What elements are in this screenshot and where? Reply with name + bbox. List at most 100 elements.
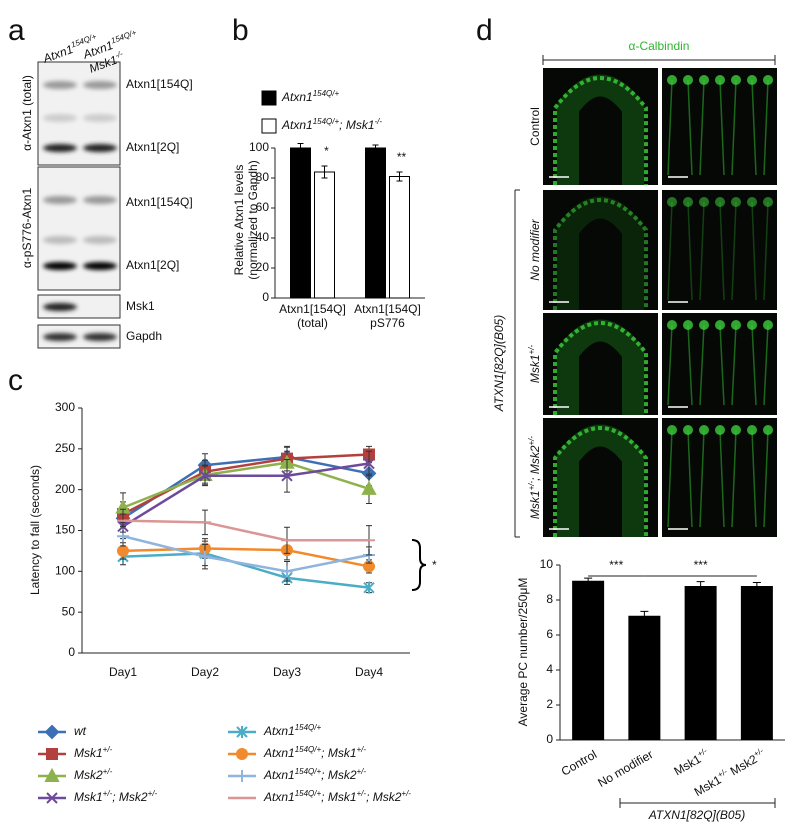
legend-marker	[44, 724, 60, 740]
dendrite	[731, 324, 737, 406]
y-axis-label: Average PC number/250μM	[516, 578, 530, 727]
purkinje-cell	[715, 320, 725, 330]
x-tick-label-part: +/-	[716, 766, 729, 779]
legend-label-part: Atxn1	[263, 746, 295, 760]
micrograph	[662, 190, 777, 310]
legend-label-part: +/-	[357, 745, 367, 754]
purkinje-cell	[699, 197, 709, 207]
y-tick-label: 40	[256, 230, 270, 244]
legend-label-part: Atxn1	[263, 724, 295, 738]
dendrite	[667, 201, 673, 301]
legend-label-part: ; Msk2	[112, 790, 148, 804]
dendrite	[667, 429, 673, 528]
dendrite	[763, 324, 769, 406]
purkinje-cell	[763, 197, 773, 207]
x-tick-label: Msk1+/-	[671, 746, 712, 779]
legend-label: Msk2+/-	[74, 767, 113, 783]
dendrite	[763, 79, 769, 176]
legend-label-part: +/-	[103, 745, 113, 754]
dendrite	[751, 79, 757, 176]
purkinje-cell	[683, 75, 693, 85]
folium	[557, 424, 644, 537]
x-tick-label: Atxn1[154Q]	[354, 302, 421, 316]
legend-label-part: +/-	[357, 789, 367, 798]
y-tick-label: 4	[546, 662, 553, 676]
legend-label-part: ; Msk1	[321, 746, 356, 760]
legend-label-part: +/-	[401, 789, 411, 798]
legend-label-part: Atxn1	[281, 90, 313, 104]
antibody-label: α-Atxn1 (total)	[20, 75, 34, 151]
y-tick-label: 50	[62, 604, 76, 618]
error-bar	[752, 582, 761, 590]
band-label: Atxn1[2Q]	[126, 258, 179, 272]
blot-band	[83, 196, 117, 204]
folium	[557, 196, 644, 310]
micrograph	[543, 418, 658, 537]
pc-layer	[553, 76, 648, 185]
y-axis-label: Latency to fall (seconds)	[28, 465, 42, 595]
purkinje-cell	[731, 425, 741, 435]
bar	[389, 176, 410, 299]
x-tick-label: Control	[559, 747, 600, 778]
legend-marker	[236, 748, 249, 760]
legend-marker	[46, 792, 58, 804]
point	[361, 480, 377, 495]
band-label: Atxn1[2Q]	[126, 140, 179, 154]
purkinje-cell	[699, 320, 709, 330]
y-tick-label: 100	[55, 564, 75, 578]
band-label: Atxn1[154Q]	[126, 195, 193, 209]
legend-label-part: +/-	[148, 789, 158, 798]
y-tick-label: 100	[249, 140, 269, 154]
dendrite	[687, 429, 693, 528]
series-line	[122, 535, 370, 573]
row-label: Msk1+/-	[527, 345, 543, 384]
dendrite	[687, 79, 693, 176]
blot-band	[83, 333, 117, 341]
legend-label: Atxn1154Q/+; Msk2+/-	[263, 767, 366, 783]
legend-label: Atxn1154Q/+; Msk1+/-; Msk2+/-	[263, 789, 411, 805]
dendrite	[687, 201, 693, 301]
point	[363, 457, 375, 470]
legend-marker	[236, 770, 248, 782]
dendrite	[719, 201, 725, 301]
blot-band	[43, 81, 77, 89]
stain-label: α-Calbindin	[629, 39, 690, 53]
y-tick-label: 200	[55, 482, 75, 496]
dendrite	[699, 79, 705, 176]
point	[117, 544, 130, 557]
legend-label-part: -/-	[375, 117, 383, 126]
micrograph	[662, 68, 777, 185]
column-header-part: -/-	[114, 49, 124, 60]
y-tick-label: 80	[256, 170, 270, 184]
dendrite	[719, 79, 725, 176]
bar	[290, 147, 311, 299]
row-label-part: +/-	[527, 436, 536, 446]
purkinje-cell	[747, 320, 757, 330]
error-bar	[584, 577, 593, 584]
blot-band	[83, 144, 117, 152]
purkinje-cell	[683, 197, 693, 207]
bar	[684, 586, 717, 740]
blot-band	[83, 114, 117, 122]
legend-marker	[44, 767, 60, 782]
error-bar	[640, 610, 649, 621]
band-label: Msk1	[126, 299, 155, 313]
legend-label: Atxn1154Q/+; Msk1+/-	[263, 745, 366, 761]
legend-swatch	[261, 118, 277, 134]
purkinje-cell	[731, 320, 741, 330]
dendrite	[667, 324, 673, 406]
legend-label-part: Atxn1	[281, 118, 313, 132]
folium	[557, 319, 644, 415]
error-bar	[321, 165, 328, 179]
y-tick-label: 150	[55, 523, 75, 537]
purkinje-cell	[715, 75, 725, 85]
x-tick-label-part: +/-	[752, 746, 765, 759]
point	[363, 581, 375, 594]
band-label: Gapdh	[126, 329, 162, 343]
x-tick-label-part: +/-	[696, 746, 709, 759]
panel-label: d	[476, 14, 493, 47]
purkinje-cell	[715, 425, 725, 435]
purkinje-cell	[747, 75, 757, 85]
purkinje-cell	[667, 197, 677, 207]
